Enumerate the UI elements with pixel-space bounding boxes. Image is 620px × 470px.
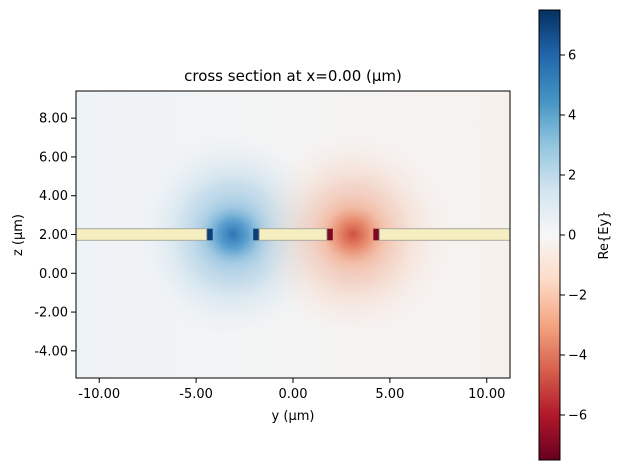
colorbar [538, 9, 561, 461]
colorbar-ticks: −6 −4 −2 0 2 4 6 [560, 49, 587, 424]
waveguide-center [258, 228, 328, 241]
chart-title: cross section at x=0.00 (μm) [184, 67, 402, 85]
x-tick-label: 10.00 [468, 387, 505, 402]
waveguide-right [378, 228, 510, 241]
x-tick-label: 0.00 [279, 387, 308, 402]
x-axis-ticks: -10.00 -5.00 0.00 5.00 10.00 [78, 378, 505, 402]
negative-y-lobe-edge-0 [206, 228, 213, 241]
y-tick-label: -4.00 [34, 344, 68, 359]
plot-area [76, 91, 510, 378]
colorbar-tick-label: −4 [568, 349, 587, 364]
y-tick-label: 6.00 [39, 150, 68, 165]
y-tick-label: 8.00 [39, 112, 68, 127]
y-axis-label: z (μm) [11, 214, 26, 256]
colorbar-label: Re{Ey} [597, 211, 612, 260]
waveguide-structures [76, 228, 510, 241]
positive-y-lobe-core [302, 186, 404, 283]
positive-y-lobe-edge-1 [373, 228, 380, 241]
y-tick-label: -2.00 [34, 306, 68, 321]
y-tick-label: 4.00 [39, 189, 68, 204]
colorbar-tick-label: −2 [568, 289, 587, 304]
y-tick-label: 0.00 [39, 267, 68, 282]
x-tick-label: -5.00 [179, 387, 213, 402]
colorbar-tick-label: 6 [568, 49, 576, 64]
positive-y-lobe [256, 129, 450, 340]
y-axis-ticks: -4.00 -2.00 0.00 2.00 4.00 6.00 8.00 [34, 112, 76, 359]
x-axis-label: y (μm) [272, 409, 315, 424]
x-tick-label: 5.00 [375, 387, 404, 402]
negative-y-lobe-core [182, 186, 284, 283]
x-tick-label: -10.00 [78, 387, 120, 402]
colorbar-tick-label: 2 [568, 169, 576, 184]
colorbar-tick-label: 4 [568, 109, 576, 124]
waveguide-left [76, 228, 208, 241]
colorbar-tick-label: −6 [568, 409, 587, 424]
positive-y-lobe-edge-0 [326, 228, 333, 241]
y-tick-label: 2.00 [39, 228, 68, 243]
field-lobes [136, 129, 450, 340]
colorbar-tick-label: 0 [568, 229, 576, 244]
